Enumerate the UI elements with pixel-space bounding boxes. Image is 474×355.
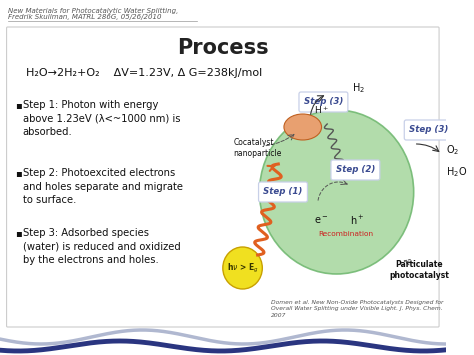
- Text: Step (3): Step (3): [409, 126, 448, 135]
- Text: Particulate
photocatalyst: Particulate photocatalyst: [389, 260, 449, 280]
- Text: Cocatalyst
nanoparticle: Cocatalyst nanoparticle: [233, 138, 282, 158]
- FancyBboxPatch shape: [404, 120, 453, 140]
- Text: Fredrik Skullman, MATRL 286G, 05/26/2010: Fredrik Skullman, MATRL 286G, 05/26/2010: [8, 14, 161, 20]
- FancyBboxPatch shape: [258, 182, 308, 202]
- Text: h$^+$: h$^+$: [350, 213, 365, 226]
- Text: Step 1: Photon with energy
above 1.23eV (λ<~1000 nm) is
absorbed.: Step 1: Photon with energy above 1.23eV …: [23, 100, 180, 137]
- Text: H₂O→2H₂+O₂    ΔV=1.23V, Δ G=238kJ/mol: H₂O→2H₂+O₂ ΔV=1.23V, Δ G=238kJ/mol: [27, 68, 263, 78]
- Text: h$\nu$ > E$_g$: h$\nu$ > E$_g$: [227, 261, 258, 274]
- Ellipse shape: [284, 114, 321, 140]
- Text: e$^-$: e$^-$: [314, 214, 329, 225]
- FancyBboxPatch shape: [331, 160, 380, 180]
- FancyBboxPatch shape: [7, 27, 439, 327]
- Text: Domen et al. New Non-Oxide Photocatalysts Designed for
Overall Water Splitting u: Domen et al. New Non-Oxide Photocatalyst…: [271, 300, 443, 318]
- Text: H$^+$: H$^+$: [314, 104, 328, 116]
- Text: H$_2$O: H$_2$O: [446, 165, 467, 179]
- Text: Step (1): Step (1): [264, 187, 303, 197]
- Text: Recombination: Recombination: [319, 231, 374, 237]
- Text: Step 2: Photoexcited electrons
and holes separate and migrate
to surface.: Step 2: Photoexcited electrons and holes…: [23, 168, 182, 205]
- Text: Step (3): Step (3): [304, 98, 343, 106]
- Circle shape: [223, 247, 262, 289]
- Text: ▪: ▪: [15, 168, 22, 178]
- Text: O$_2$: O$_2$: [446, 143, 459, 157]
- Text: Step 3: Adsorbed species
(water) is reduced and oxidized
by the electrons and ho: Step 3: Adsorbed species (water) is redu…: [23, 228, 180, 265]
- Text: H$_2$: H$_2$: [352, 81, 365, 95]
- Circle shape: [259, 110, 414, 274]
- Text: ▪: ▪: [15, 100, 22, 110]
- Text: ▪: ▪: [15, 228, 22, 238]
- Text: Step (2): Step (2): [336, 165, 375, 175]
- Text: Process: Process: [177, 38, 269, 58]
- Text: New Materials for Photocatalytic Water Splitting,: New Materials for Photocatalytic Water S…: [8, 8, 178, 14]
- FancyBboxPatch shape: [299, 92, 348, 112]
